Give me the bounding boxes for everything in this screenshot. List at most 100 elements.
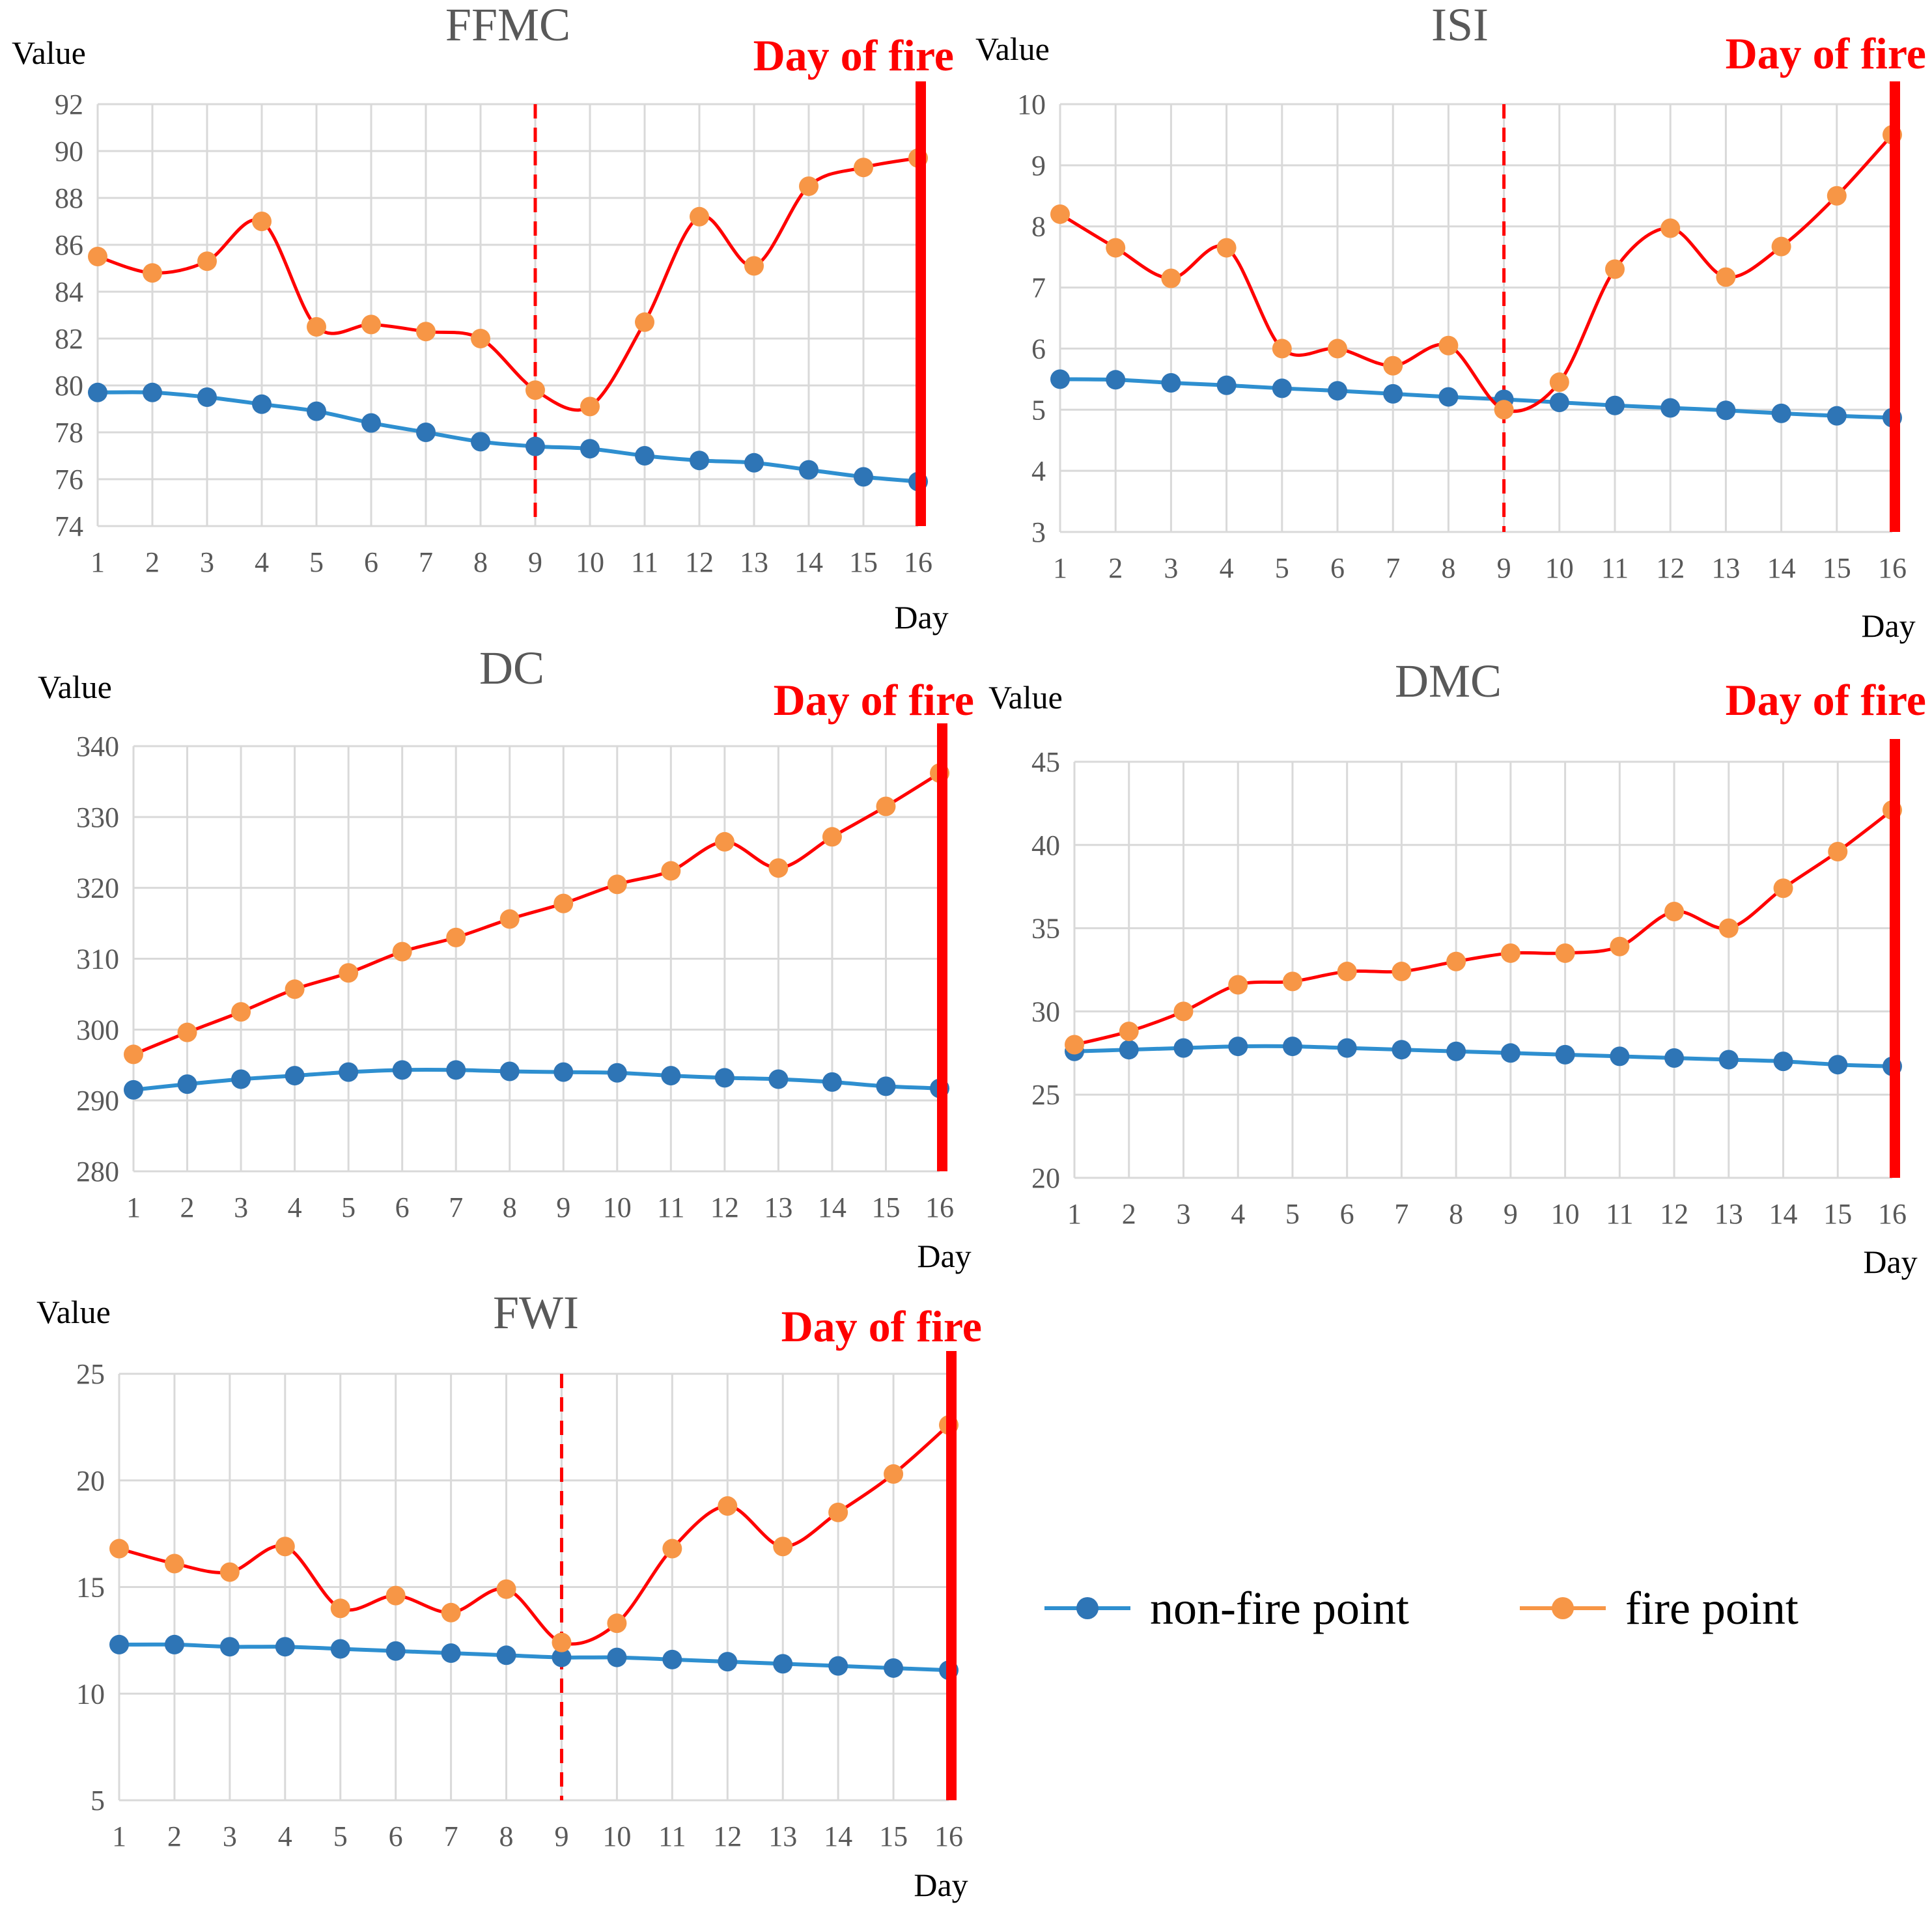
fire-point-marker: [1664, 902, 1685, 922]
non-fire-point-marker: [1392, 1040, 1412, 1060]
gridlines: [118, 1373, 950, 1802]
fire-point-marker: [109, 1539, 129, 1559]
x-tick-label: 11: [631, 546, 658, 578]
y-tick-label: 40: [1031, 829, 1060, 861]
x-tick-label: 13: [740, 546, 768, 578]
fire-point-marker: [1446, 951, 1466, 971]
non-fire-point-marker: [124, 1080, 143, 1100]
non-fire-point-marker: [607, 1063, 627, 1083]
x-tick-label: 4: [1220, 552, 1234, 584]
y-tick-label: 340: [76, 731, 119, 762]
y-tick-label: 290: [76, 1085, 119, 1117]
y-tick-label: 330: [76, 801, 119, 833]
fire-point-marker: [718, 1496, 738, 1516]
non-fire-point-marker: [164, 1634, 184, 1654]
x-tick-label: 8: [1441, 552, 1455, 584]
x-tick-label: 7: [1394, 1198, 1408, 1230]
day-of-fire-annotation: Day of fire: [781, 1302, 982, 1351]
fire-point-marker: [124, 1044, 143, 1065]
fire-point-marker: [1272, 339, 1292, 359]
gridlines: [132, 745, 941, 1173]
fire-point-marker: [1494, 400, 1514, 420]
x-tick-label: 12: [1656, 552, 1685, 584]
chart-title: DC: [479, 642, 544, 694]
fire-point-marker: [768, 858, 789, 878]
non-fire-point-marker: [876, 1076, 896, 1096]
chart-title: FFMC: [445, 0, 570, 51]
non-fire-point-marker: [718, 1652, 738, 1672]
fire-point-marker: [361, 314, 381, 335]
fire-point-line: [1074, 809, 1894, 1046]
x-tick-label: 1: [91, 546, 105, 578]
legend-item-non-fire: non-fire point: [1042, 1572, 1409, 1644]
fire-point-marker: [88, 247, 107, 266]
x-tick-label: 14: [1767, 552, 1796, 584]
non-fire-point-marker: [822, 1072, 842, 1092]
non-fire-point-line: [119, 1642, 949, 1673]
fire-point-marker: [1605, 259, 1625, 279]
y-tick-label: 80: [55, 370, 83, 402]
fire-point-marker: [1718, 918, 1739, 938]
non-fire-point-marker: [1328, 381, 1347, 401]
non-fire-point-marker: [1664, 1048, 1685, 1068]
x-tick-label: 7: [444, 1820, 458, 1852]
x-tick-label: 1: [126, 1191, 141, 1223]
x-tick-label: 1: [1067, 1198, 1082, 1230]
non-fire-point-marker: [1161, 372, 1181, 393]
x-tick-label: 6: [1340, 1198, 1354, 1230]
non-fire-point-marker: [553, 1062, 574, 1082]
non-fire-point-marker: [285, 1066, 305, 1086]
fire-point-marker: [471, 329, 490, 348]
non-fire-point-marker: [1610, 1046, 1630, 1066]
fire-point-marker: [828, 1502, 848, 1522]
fire-point-marker: [1771, 236, 1791, 257]
fire-point-marker: [231, 1002, 251, 1022]
x-tick-label: 15: [879, 1820, 908, 1852]
x-tick-label: 3: [200, 546, 214, 578]
non-fire-point-marker: [1106, 370, 1126, 390]
y-tick-label: 25: [76, 1358, 105, 1390]
x-tick-label: 16: [925, 1191, 954, 1223]
non-fire-point-marker: [496, 1645, 516, 1665]
non-fire-point-marker: [471, 432, 490, 452]
x-axis-label: Day: [1863, 1244, 1917, 1280]
x-tick-label: 12: [1660, 1198, 1688, 1230]
series-fire-point: [124, 763, 949, 1065]
non-fire-point-marker: [307, 401, 326, 421]
x-tick-label: 11: [658, 1820, 686, 1852]
non-fire-point-marker: [635, 446, 654, 466]
fire-point-marker: [339, 963, 359, 983]
non-fire-point-marker: [275, 1637, 295, 1657]
x-tick-label: 5: [309, 546, 324, 578]
fire-point-marker: [1827, 186, 1847, 206]
y-tick-label: 78: [55, 417, 83, 449]
non-fire-point-marker: [661, 1066, 681, 1086]
fire-point-line: [119, 1423, 950, 1646]
fire-point-marker: [1282, 971, 1302, 992]
x-tick-label: 2: [180, 1191, 195, 1223]
series-non-fire-point: [124, 1060, 949, 1100]
x-tick-label: 2: [1108, 552, 1123, 584]
non-fire-point-marker: [799, 460, 819, 480]
fire-point-marker: [854, 158, 873, 178]
non-fire-point-marker: [1282, 1037, 1302, 1057]
non-fire-point-marker: [525, 436, 545, 456]
series-fire-point: [109, 1415, 959, 1652]
fire-point-marker: [177, 1022, 197, 1042]
fire-point-marker: [773, 1537, 793, 1557]
y-tick-label: 88: [55, 182, 83, 214]
non-fire-point-marker: [662, 1649, 682, 1669]
fire-point-marker: [496, 1579, 516, 1599]
non-fire-point-marker: [177, 1074, 197, 1094]
x-tick-label: 11: [657, 1191, 684, 1223]
x-axis-label: Day: [894, 599, 948, 635]
x-tick-label: 2: [1122, 1198, 1136, 1230]
series-non-fire-point: [109, 1634, 959, 1680]
x-tick-label: 14: [824, 1820, 852, 1852]
x-tick-label: 4: [288, 1191, 302, 1223]
non-fire-point-marker: [1773, 1052, 1793, 1072]
non-fire-point-marker: [607, 1647, 627, 1667]
fire-point-marker: [1773, 878, 1793, 899]
fire-point-marker: [446, 927, 466, 947]
